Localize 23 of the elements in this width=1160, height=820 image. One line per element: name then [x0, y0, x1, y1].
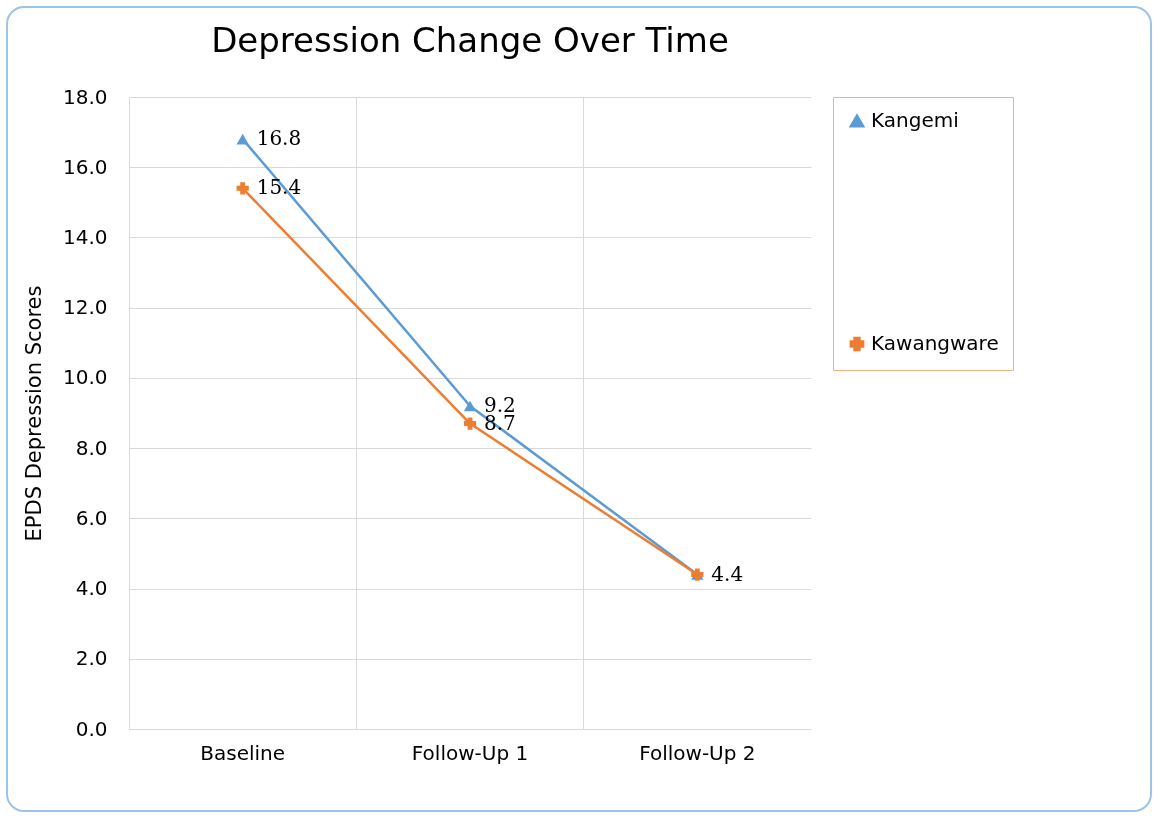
y-tick-label: 12.0	[62, 295, 108, 320]
data-label: 16.8	[256, 126, 302, 151]
y-tick-label: 2.0	[75, 646, 108, 671]
y-tick-label: 14.0	[62, 224, 108, 249]
y-tick-label: 6.0	[75, 505, 108, 530]
point	[463, 417, 477, 430]
y-tick-label: 8.0	[75, 435, 108, 460]
chart-title: Depression Change Over Time	[211, 20, 729, 60]
x-tick-label: Follow-Up 2	[639, 740, 756, 765]
point	[463, 400, 477, 412]
point	[236, 182, 249, 195]
x-tick-label: Follow-Up 1	[411, 740, 529, 765]
y-tick-label: 10.0	[62, 365, 108, 390]
x-tick-label: Baseline	[200, 740, 286, 765]
y-axis-title: EPDS Depression Scores	[21, 285, 46, 542]
y-tick-label: 18.0	[62, 84, 108, 109]
data-label: 4.4	[711, 561, 744, 586]
y-tick-label: 16.0	[62, 154, 108, 179]
y-tick-label: 0.0	[75, 716, 108, 741]
legend-label: Kangemi	[871, 108, 959, 132]
point	[236, 133, 249, 145]
y-tick-label: 4.0	[75, 576, 108, 601]
legend-label: Kawangware	[871, 331, 999, 355]
